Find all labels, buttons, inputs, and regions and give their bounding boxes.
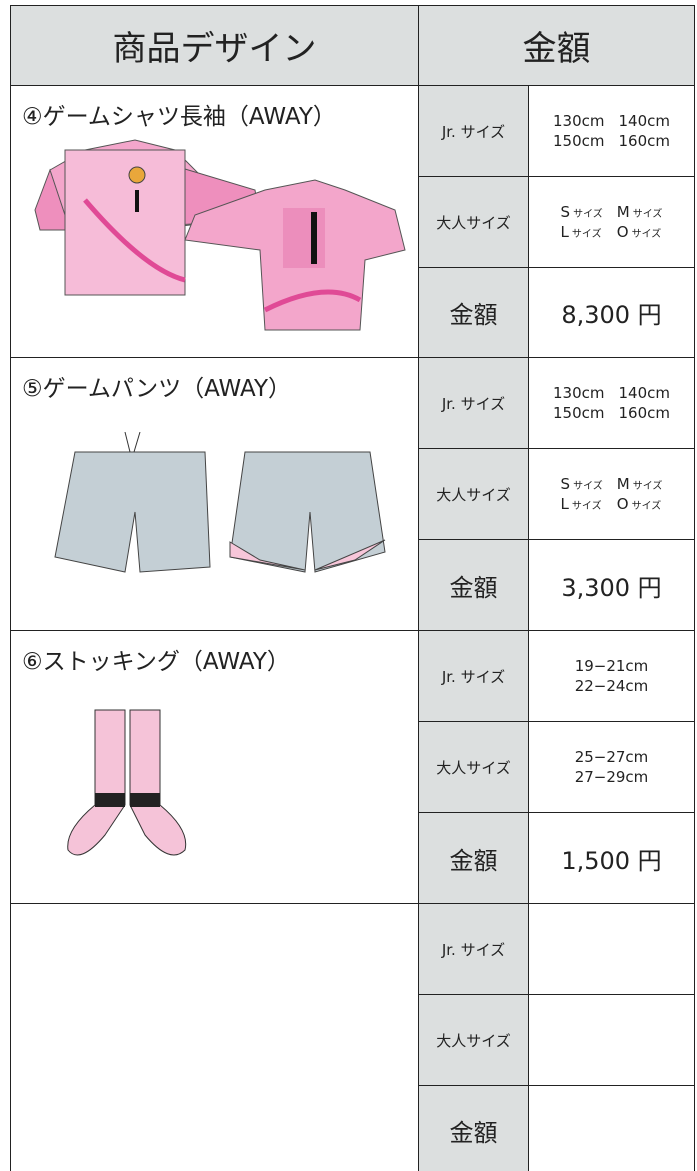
row-value <box>528 903 695 995</box>
label-text: 大人サイズ <box>436 1031 511 1050</box>
item-name: ⑤ゲームパンツ（AWAY） <box>22 376 292 402</box>
size: M <box>616 475 630 493</box>
size-list: 25−27cm 27−29cm <box>575 748 649 786</box>
size-entry: M サイズ <box>617 203 663 221</box>
row-value: S サイズ M サイズ L サイズ O サイズ <box>528 176 695 268</box>
label-text: 金額 <box>449 573 498 602</box>
size-list: 19−21cm 22−24cm <box>575 657 649 695</box>
size: O <box>616 223 629 241</box>
row-label: 金額 <box>418 812 529 904</box>
size-unit: サイズ <box>631 229 662 240</box>
row-value: 1,500 円 <box>528 812 695 904</box>
size-entry: L サイズ <box>561 223 603 241</box>
price: 1,500 円 <box>561 846 662 875</box>
label-text: 金額 <box>449 1119 498 1147</box>
row-label: Jr. サイズ <box>418 903 529 995</box>
row-label: 大人サイズ <box>418 176 529 268</box>
size-entry: M サイズ <box>617 475 663 493</box>
socks-illustration <box>67 709 187 856</box>
label-text: Jr. サイズ <box>441 394 506 413</box>
label-text: 大人サイズ <box>436 758 511 777</box>
size: 27−29cm <box>574 768 649 786</box>
row-value: 25−27cm 27−29cm <box>528 721 695 813</box>
row-value: 8,300 円 <box>528 267 695 358</box>
size-list: 130cm 140cm 150cm 160cm <box>553 384 670 422</box>
size-list: S サイズ M サイズ L サイズ O サイズ <box>561 203 663 241</box>
row-label: 大人サイズ <box>418 448 529 540</box>
size: 130cm <box>553 112 605 130</box>
label-text: 金額 <box>449 846 498 875</box>
size: 19−21cm <box>574 657 649 675</box>
size: 140cm <box>618 384 671 402</box>
row-value: 3,300 円 <box>528 539 695 631</box>
size-unit: サイズ <box>571 229 602 240</box>
item-name: ⑥ストッキング（AWAY） <box>22 649 290 675</box>
row-label: Jr. サイズ <box>418 85 529 177</box>
size-unit: サイズ <box>631 501 662 512</box>
row-label: 金額 <box>418 1085 529 1171</box>
size: O <box>616 495 629 513</box>
size: 150cm <box>553 404 605 422</box>
size: 22−24cm <box>574 677 649 695</box>
label-text: Jr. サイズ <box>441 667 506 686</box>
row-value: 130cm 140cm 150cm 160cm <box>528 85 695 177</box>
row-value: 19−21cm 22−24cm <box>528 630 695 722</box>
size-entry: O サイズ <box>617 495 663 513</box>
size: 150cm <box>553 132 605 150</box>
row-label: Jr. サイズ <box>418 357 529 449</box>
price: 3,300 円 <box>561 573 662 602</box>
item-name: ④ゲームシャツ長袖（AWAY） <box>22 104 336 130</box>
label-text: 金額 <box>449 301 498 329</box>
row-value: S サイズ M サイズ L サイズ O サイズ <box>528 448 695 540</box>
size-unit: サイズ <box>573 209 603 220</box>
row-value <box>528 994 695 1086</box>
row-label: 大人サイズ <box>418 721 529 813</box>
size-unit: サイズ <box>632 209 663 220</box>
row-label: 金額 <box>418 267 529 358</box>
header-text: 商品デザイン <box>112 29 317 69</box>
size-entry: O サイズ <box>617 223 663 241</box>
size: L <box>560 495 569 513</box>
label-text: 大人サイズ <box>436 213 511 232</box>
row-label: Jr. サイズ <box>418 630 529 722</box>
row-label: 金額 <box>418 539 529 631</box>
header-text: 金額 <box>522 29 591 69</box>
size-list: S サイズ M サイズ L サイズ O サイズ <box>561 475 663 513</box>
size: M <box>616 203 630 221</box>
row-value <box>528 1085 695 1171</box>
header-design: 商品デザイン <box>10 5 419 86</box>
size: 130cm <box>553 384 605 402</box>
label-text: Jr. サイズ <box>441 940 506 959</box>
header-price: 金額 <box>418 5 695 86</box>
size: S <box>560 203 571 221</box>
design-cell <box>10 903 419 1171</box>
size-entry: S サイズ <box>561 203 603 221</box>
size: 160cm <box>618 132 671 150</box>
size: L <box>560 223 569 241</box>
label-text: 大人サイズ <box>436 485 511 504</box>
size: 25−27cm <box>574 748 649 766</box>
size-list: 130cm 140cm 150cm 160cm <box>553 112 670 150</box>
size-unit: サイズ <box>571 501 602 512</box>
label-text: Jr. サイズ <box>441 122 506 141</box>
size: 160cm <box>618 404 671 422</box>
size: 140cm <box>618 112 671 130</box>
row-label: 大人サイズ <box>418 994 529 1086</box>
shirt-illustration <box>34 139 406 331</box>
size-unit: サイズ <box>573 481 603 492</box>
size-unit: サイズ <box>632 481 663 492</box>
row-value: 130cm 140cm 150cm 160cm <box>528 357 695 449</box>
price: 8,300 円 <box>561 301 662 329</box>
size-entry: S サイズ <box>561 475 603 493</box>
size: S <box>560 475 571 493</box>
shorts-illustration <box>54 432 386 573</box>
size-entry: L サイズ <box>561 495 603 513</box>
